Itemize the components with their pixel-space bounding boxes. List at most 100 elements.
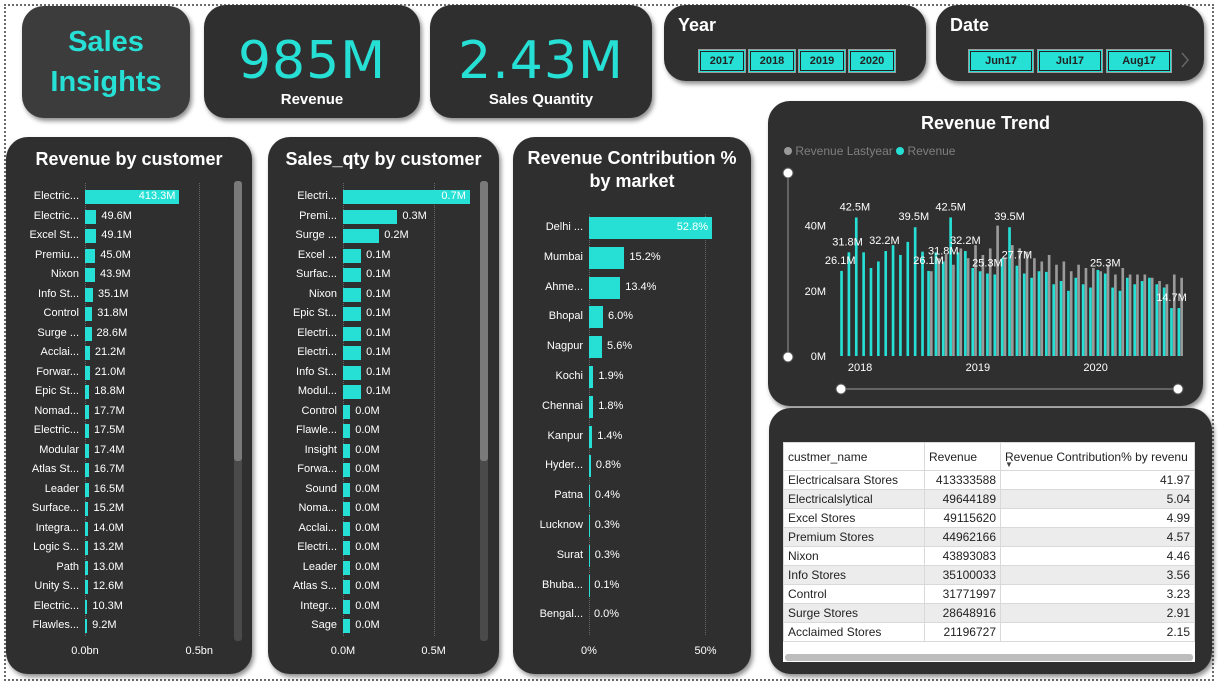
bar-revenue-lastyear[interactable] — [1165, 284, 1169, 356]
bar[interactable] — [589, 217, 712, 239]
bar[interactable] — [589, 455, 591, 478]
bar[interactable] — [589, 366, 594, 388]
bar[interactable] — [343, 424, 351, 438]
bar-revenue-lastyear[interactable] — [1040, 261, 1044, 356]
bar-revenue-lastyear[interactable] — [1143, 274, 1147, 357]
bar-revenue-lastyear[interactable] — [974, 245, 977, 356]
bar-revenue[interactable] — [1045, 271, 1048, 356]
bar-revenue[interactable] — [1037, 271, 1041, 356]
bar-revenue-lastyear[interactable] — [1084, 267, 1088, 356]
bar[interactable] — [589, 276, 621, 299]
bar[interactable] — [85, 209, 97, 224]
bar[interactable] — [343, 268, 362, 282]
bar-revenue[interactable] — [1089, 287, 1092, 356]
bar-revenue[interactable] — [1022, 273, 1026, 356]
bar-revenue[interactable] — [986, 273, 989, 356]
bar[interactable] — [343, 229, 380, 243]
date-option-aug17[interactable]: Aug17 — [1106, 49, 1172, 73]
bar-revenue[interactable] — [1103, 273, 1107, 356]
bar-revenue[interactable] — [840, 270, 843, 356]
bar[interactable] — [85, 385, 90, 399]
bar-revenue-lastyear[interactable] — [988, 248, 992, 356]
bar[interactable] — [589, 336, 603, 359]
bar[interactable] — [589, 246, 625, 269]
table-row[interactable]: Electricalslytical 49644189 5.04 — [783, 489, 1195, 509]
bar[interactable] — [589, 395, 594, 418]
table-row[interactable]: Info Stores 35100033 3.56 — [783, 565, 1195, 585]
bar-revenue[interactable] — [854, 217, 858, 356]
bar-revenue[interactable] — [964, 251, 967, 356]
bar[interactable] — [343, 619, 351, 633]
bar[interactable] — [589, 306, 603, 329]
bar[interactable] — [343, 346, 362, 360]
bar-revenue-lastyear[interactable] — [1099, 271, 1102, 356]
bar-revenue[interactable] — [949, 217, 952, 356]
bar-revenue-lastyear[interactable] — [1121, 267, 1125, 356]
bar[interactable] — [85, 619, 88, 633]
bar-revenue[interactable] — [906, 241, 910, 356]
bar-revenue-lastyear[interactable] — [1136, 274, 1139, 357]
x-range-slider-handle-right[interactable] — [1172, 383, 1184, 395]
bar[interactable] — [343, 599, 351, 614]
bar[interactable] — [343, 463, 351, 477]
bar-revenue-lastyear[interactable] — [1062, 261, 1066, 356]
year-option-2019[interactable]: 2019 — [798, 49, 846, 73]
bar-revenue[interactable] — [941, 261, 945, 356]
bar-revenue-lastyear[interactable] — [959, 248, 963, 356]
bar-revenue[interactable] — [1052, 284, 1056, 356]
revenue-by-customer-scroll-thumb[interactable] — [234, 181, 242, 461]
bar[interactable] — [589, 485, 590, 508]
bar-revenue[interactable] — [921, 251, 924, 356]
bar-revenue[interactable] — [1140, 281, 1144, 356]
bar[interactable] — [343, 209, 398, 224]
bar[interactable] — [343, 482, 351, 497]
table-row[interactable]: Surge Stores 28648916 2.91 — [783, 603, 1195, 623]
bar-revenue[interactable] — [1067, 290, 1070, 356]
bar-revenue[interactable] — [1162, 287, 1166, 356]
bar-revenue[interactable] — [1000, 258, 1004, 356]
bar[interactable] — [343, 385, 362, 399]
year-option-2020[interactable]: 2020 — [848, 49, 896, 73]
year-option-2017[interactable]: 2017 — [698, 49, 746, 73]
legend-label-revenue[interactable]: Revenue — [907, 144, 956, 158]
bar-revenue[interactable] — [891, 245, 895, 356]
bar-revenue-lastyear[interactable] — [930, 271, 933, 356]
column-header-contribution[interactable]: Revenue Contribution% by revenu ▼ — [1000, 442, 1195, 471]
bar-revenue[interactable] — [1081, 284, 1085, 356]
bar-revenue[interactable] — [1170, 308, 1173, 356]
table-horizontal-scrollbar[interactable] — [785, 654, 1193, 661]
bar-revenue[interactable] — [1177, 308, 1181, 356]
bar-revenue-lastyear[interactable] — [981, 254, 985, 356]
bar[interactable] — [85, 190, 180, 204]
bar[interactable] — [85, 580, 88, 594]
bar-revenue-lastyear[interactable] — [996, 225, 999, 356]
bar[interactable] — [343, 580, 351, 594]
bar-revenue[interactable] — [869, 267, 873, 356]
bar-revenue[interactable] — [971, 267, 975, 356]
date-option-jul17[interactable]: Jul17 — [1037, 49, 1103, 73]
bar-revenue-lastyear[interactable] — [1172, 274, 1176, 357]
bar[interactable] — [85, 365, 90, 380]
bar-revenue-lastyear[interactable] — [1158, 281, 1161, 356]
bar-revenue[interactable] — [1096, 269, 1100, 356]
bar-revenue[interactable] — [1008, 227, 1011, 356]
bar-revenue[interactable] — [1118, 290, 1122, 356]
bar[interactable] — [343, 541, 351, 555]
bar-revenue-lastyear[interactable] — [1047, 254, 1051, 356]
bar-revenue[interactable] — [927, 270, 930, 356]
bar-revenue[interactable] — [993, 274, 997, 357]
bar[interactable] — [85, 521, 89, 536]
bar[interactable] — [343, 287, 362, 302]
bar-revenue-lastyear[interactable] — [1150, 277, 1154, 356]
bar-revenue-lastyear[interactable] — [1091, 267, 1095, 356]
bar[interactable] — [85, 248, 96, 263]
bar-revenue-lastyear[interactable] — [1033, 258, 1036, 356]
bar[interactable] — [343, 365, 362, 380]
bar[interactable] — [343, 502, 351, 516]
bar[interactable] — [85, 482, 89, 497]
bar-revenue[interactable] — [1155, 284, 1159, 356]
bar-revenue-lastyear[interactable] — [944, 254, 948, 356]
bar-revenue-lastyear[interactable] — [1180, 277, 1183, 356]
bar[interactable] — [85, 443, 89, 458]
bar-revenue-lastyear[interactable] — [952, 264, 955, 356]
